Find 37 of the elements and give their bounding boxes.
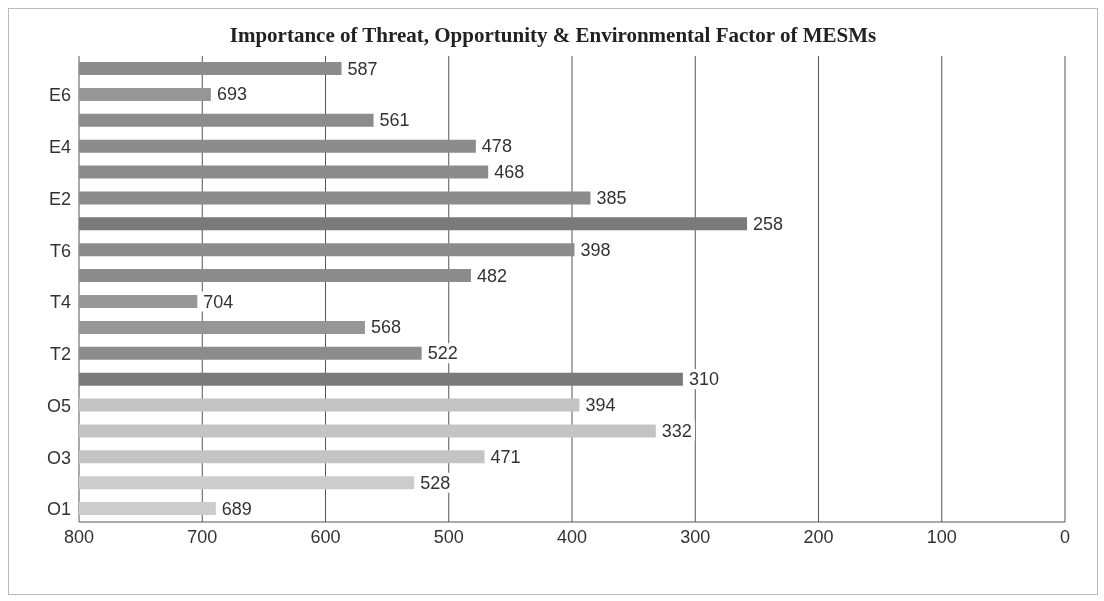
data-label: 394 [585, 395, 616, 416]
data-label: 310 [688, 369, 719, 390]
data-label: 587 [347, 58, 378, 79]
data-label: 258 [753, 213, 784, 234]
y-tick-label: T6 [49, 240, 71, 261]
x-tick-label: 500 [433, 526, 464, 547]
y-tick-label: O1 [46, 499, 71, 520]
x-tick-label: 700 [187, 526, 218, 547]
data-label: 561 [379, 110, 410, 131]
data-label: 568 [370, 317, 401, 338]
y-tick-label: E4 [48, 137, 71, 157]
y-tick-label: E6 [48, 85, 71, 106]
data-label: 471 [490, 446, 521, 467]
data-label: 704 [203, 291, 234, 312]
data-label: 478 [481, 136, 512, 157]
x-tick-label: 100 [926, 526, 957, 547]
y-tick-label: O5 [46, 395, 71, 416]
data-label: 468 [494, 162, 525, 183]
data-label: 332 [661, 420, 692, 441]
data-label: 693 [216, 84, 247, 105]
x-tick-label: 600 [310, 526, 341, 547]
y-tick-label: T2 [49, 344, 71, 365]
data-label: 689 [221, 498, 252, 519]
y-tick-label: T4 [49, 292, 71, 313]
x-tick-label: 300 [680, 526, 711, 547]
data-label: 385 [596, 187, 627, 208]
data-label: 482 [476, 265, 507, 286]
x-tick-label: 200 [803, 526, 834, 547]
data-label: 522 [427, 343, 458, 364]
x-tick-label: 400 [556, 526, 588, 547]
y-tick-label: E2 [48, 188, 71, 209]
data-label: 528 [420, 472, 451, 493]
data-label: 398 [580, 239, 611, 260]
x-tick-label: 0 [1059, 526, 1071, 547]
y-tick-label: O3 [46, 447, 71, 468]
x-tick-label: 800 [63, 526, 95, 547]
chart-title: Importance of Threat, Opportunity & Environmental Factor of MESMs [228, 23, 878, 48]
